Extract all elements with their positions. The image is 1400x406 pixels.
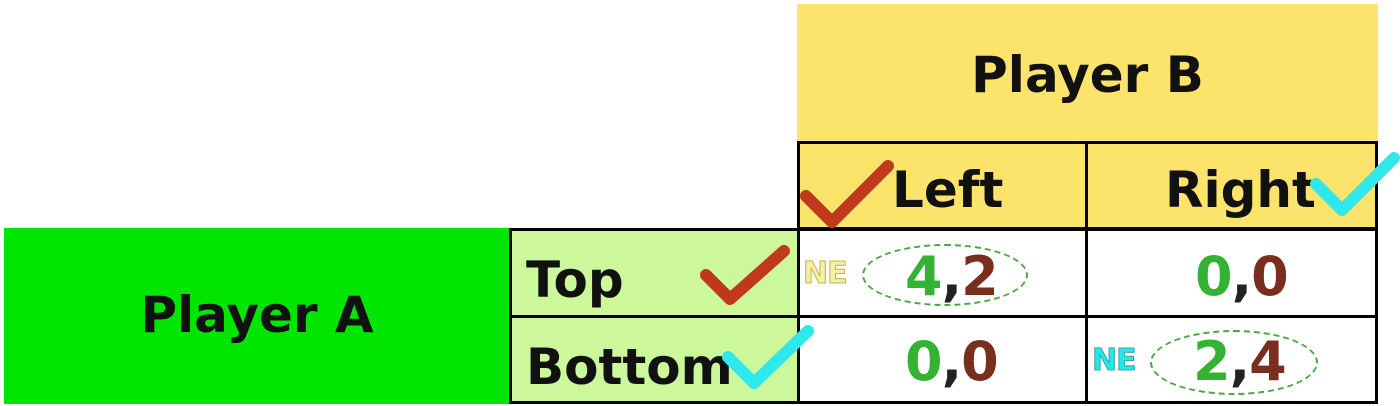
check-mark-icon — [1310, 152, 1400, 216]
check-mark-icon — [800, 160, 894, 228]
player-b-header: Player B — [797, 4, 1378, 141]
payoff-top-right: 0,0 — [1195, 245, 1289, 308]
payoff-bottom-left: 0,0 — [905, 330, 999, 393]
strategy-label-bottom: Bottom — [526, 338, 733, 396]
nash-equilibrium-ellipse-top-left — [862, 244, 1028, 306]
strategy-cell-top: Top — [509, 228, 800, 318]
ne-marker-bottom-right: NE — [1092, 343, 1138, 379]
payoff-b-value: 0 — [1251, 245, 1289, 308]
check-mark-icon — [722, 325, 814, 389]
payoff-separator: , — [941, 245, 962, 308]
strategy-label-top: Top — [526, 251, 624, 309]
ne-marker-top-left: NE — [803, 256, 849, 292]
payoff-separator: , — [1229, 330, 1250, 393]
payoff-b-value: 2 — [961, 245, 999, 308]
player-a-header: Player A — [4, 228, 510, 404]
nash-equilibrium-ellipse-bottom-right — [1150, 330, 1318, 395]
check-mark-icon — [700, 245, 790, 305]
payoff-b-value: 4 — [1249, 330, 1287, 393]
strategy-label-left: Left — [892, 161, 1004, 219]
payoff-separator: , — [1231, 245, 1252, 308]
strategy-cell-bottom: Bottom — [509, 315, 800, 404]
payoff-bottom-right: 2,4 — [1193, 330, 1287, 393]
payoff-separator: , — [941, 330, 962, 393]
player-b-label: Player B — [971, 46, 1204, 104]
payoff-a-value: 0 — [905, 330, 943, 393]
payoff-top-left: 4,2 — [905, 245, 999, 308]
payoff-cell-bottom-left — [797, 315, 1088, 404]
payoff-a-value: 4 — [905, 245, 943, 308]
strategy-label-right: Right — [1165, 161, 1316, 219]
payoff-a-value: 0 — [1195, 245, 1233, 308]
payoff-b-value: 0 — [961, 330, 999, 393]
payoff-a-value: 2 — [1193, 330, 1231, 393]
player-a-label: Player A — [140, 286, 374, 344]
